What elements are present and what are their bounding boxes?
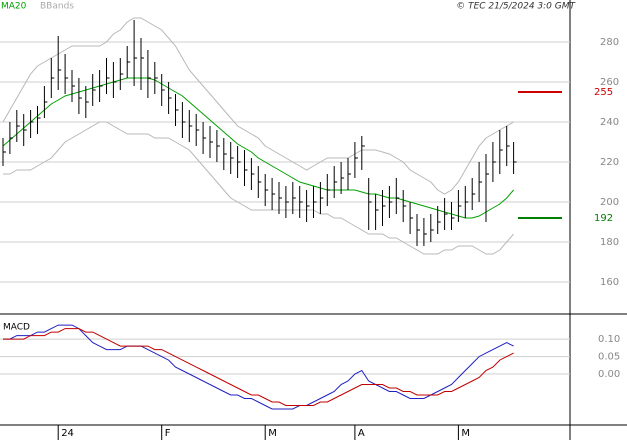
x-tick-label: M [461,428,470,439]
y-tick-label: 280 [600,37,619,48]
macd-line [3,328,514,406]
y-tick-label: 200 [600,197,619,208]
ma20-line [2,77,514,219]
legend-bbands: BBands [40,2,74,12]
x-tick-label: A [358,428,365,439]
y-tick-label: 0.05 [598,352,620,363]
x-tick-label: F [165,428,171,439]
y-tick-label: 260 [600,77,619,88]
y-tick-label: 240 [600,117,619,128]
level-label: 255 [594,87,613,98]
level-label: 192 [594,213,613,224]
y-tick-label: 160 [600,277,619,288]
x-tick-label: 24 [61,428,74,439]
bband-upper [2,17,514,195]
bband-lower [3,121,514,255]
y-tick-label: 0.10 [598,334,620,345]
x-tick-label: M [268,428,277,439]
y-tick-label: 0.00 [598,369,620,380]
y-tick-label: 220 [600,157,619,168]
macd-line [3,324,514,410]
legend-ma20: MA20 [1,2,27,12]
y-tick-label: 180 [600,237,619,248]
macd-title: MACD [3,323,30,333]
credit: © TEC 21/5/2024 3:0 GMT [456,2,576,12]
